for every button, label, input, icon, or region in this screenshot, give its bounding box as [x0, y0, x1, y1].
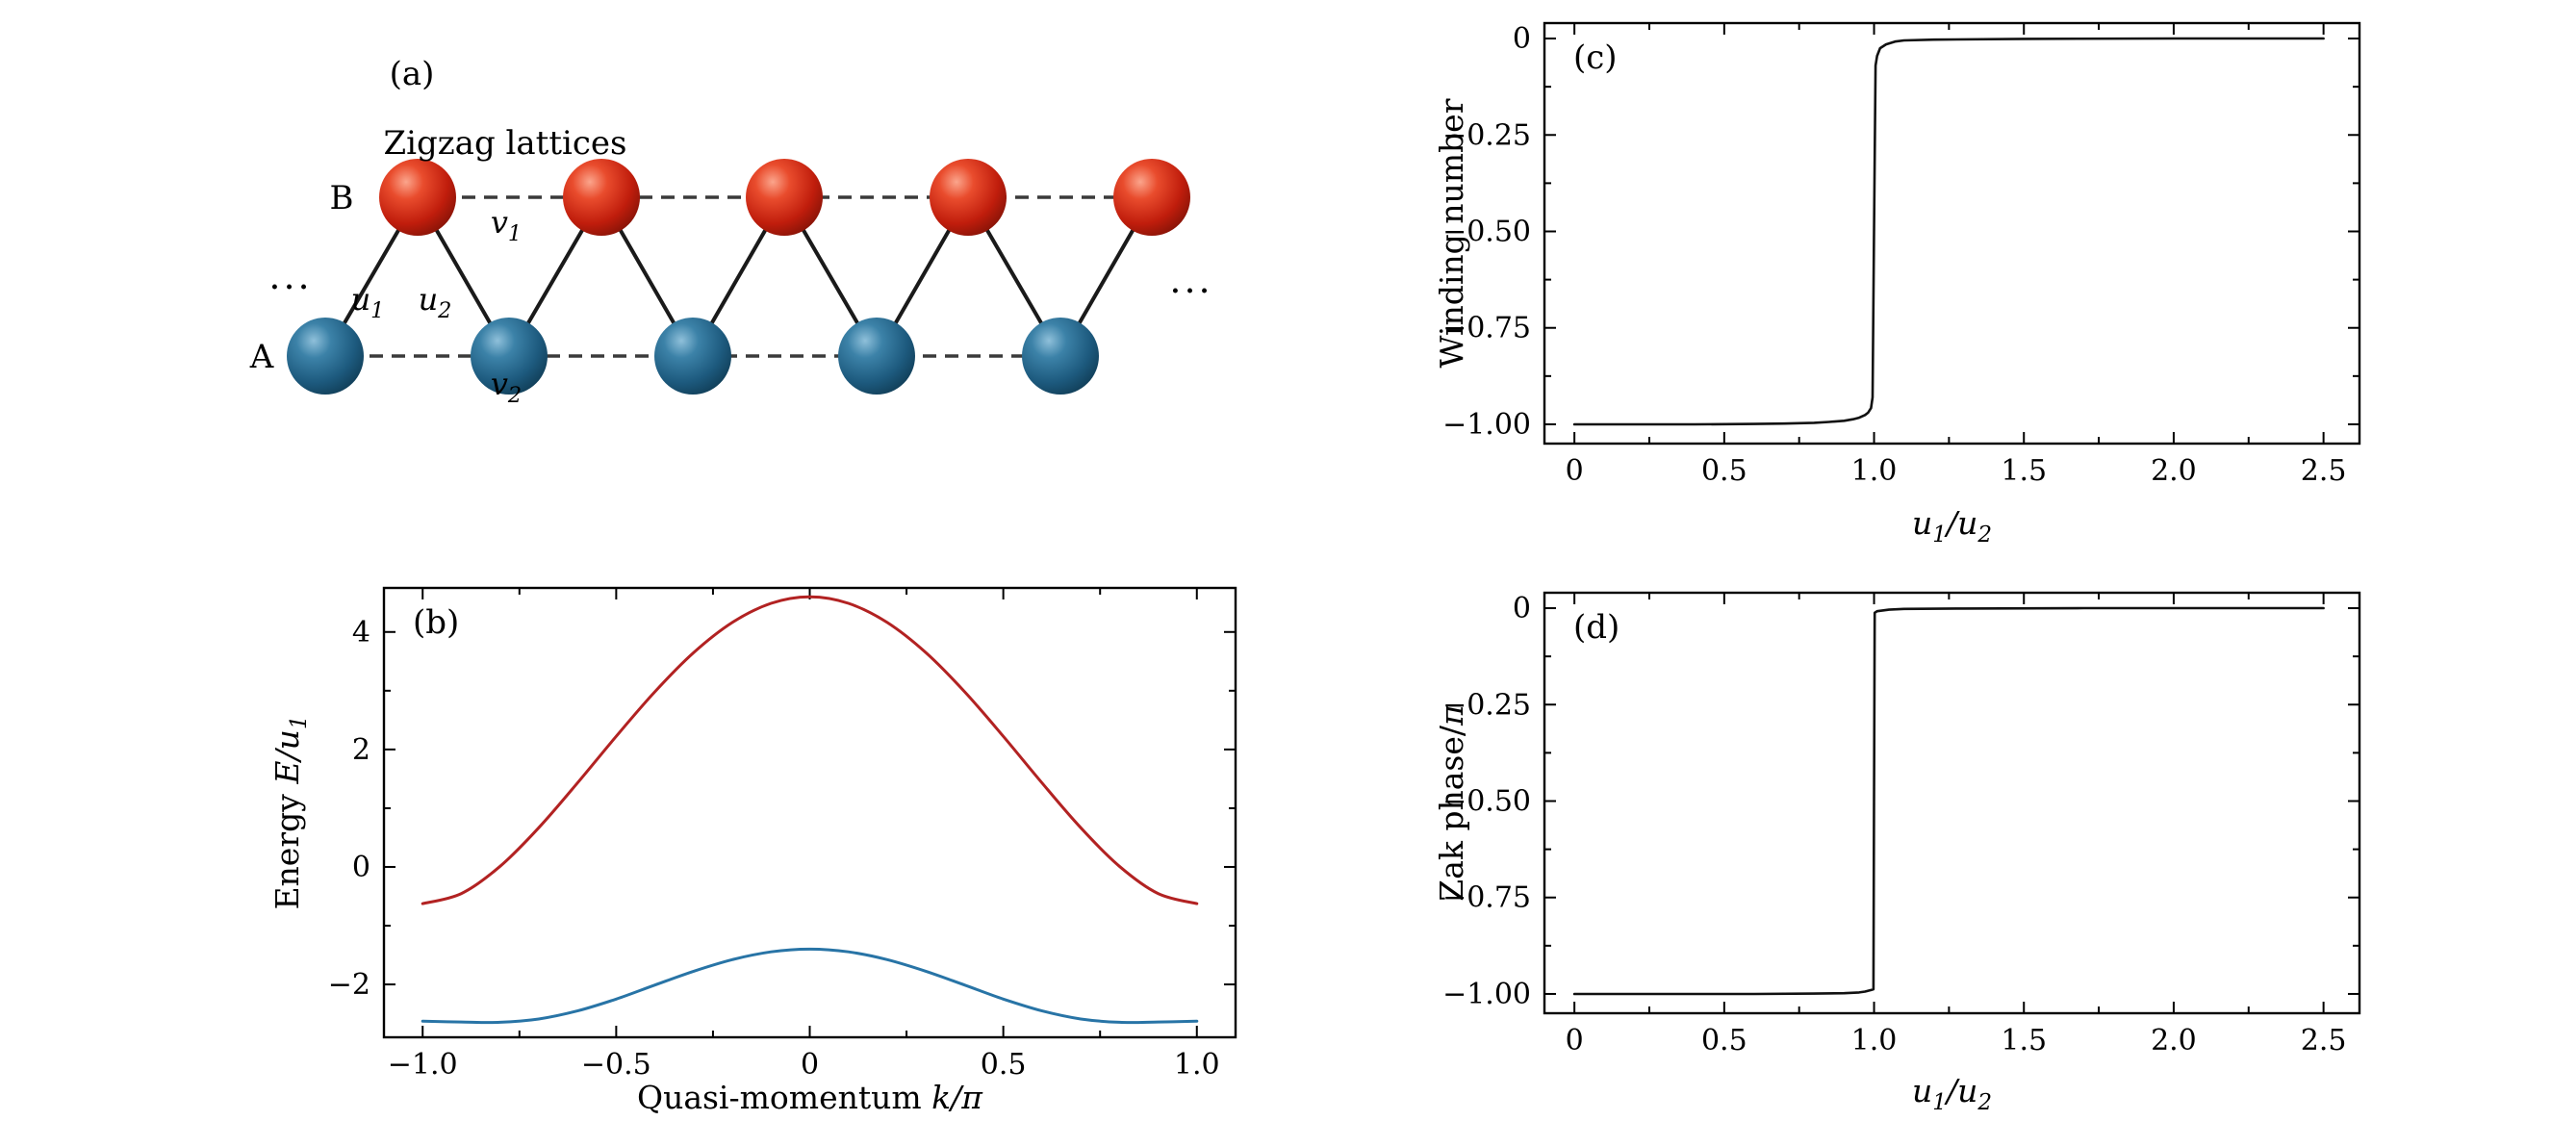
y-tick-label: −0.50 — [1442, 784, 1531, 818]
panel-label: (d) — [1573, 608, 1620, 647]
site-a-label: A — [249, 338, 274, 376]
y-tick-label: 0 — [1513, 592, 1531, 625]
ellipsis-left: ... — [268, 255, 312, 297]
zigzag-bonds — [323, 195, 1154, 358]
series-zak-phase — [1572, 606, 2325, 996]
x-tick-label: 0 — [1566, 1024, 1584, 1057]
tick-labels: 0 0.5 1.0 1.5 2.0 2.5 0 −0.25 −0.50 −0.75 −1.00 — [1442, 22, 2346, 488]
lattice-diagram: (a) Zigzag lattices B A ... ... u1 u2 v1… — [249, 55, 1212, 408]
y-tick-label: 0 — [352, 851, 370, 884]
site-a-sphere — [838, 318, 915, 395]
x-tick-label: 1.0 — [1174, 1048, 1220, 1082]
site-b-sphere — [1113, 159, 1190, 236]
x-tick-label: 2.5 — [2301, 1024, 2347, 1057]
tick-labels: 0 0.5 1.0 1.5 2.0 2.5 0 −0.25 −0.50 −0.75 −1.00 — [1442, 592, 2346, 1057]
y-axis-label: Zak phase/π — [1433, 703, 1470, 902]
y-tick-label: −0.75 — [1442, 312, 1531, 345]
y-axis-label: Energy E/u1 — [268, 715, 312, 909]
site-b-sphere — [379, 159, 456, 236]
x-tick-label: −0.5 — [581, 1048, 651, 1082]
x-axis-label: u1/u2 — [1912, 1072, 1992, 1115]
site-a-sphere — [1022, 318, 1099, 395]
y-tick-label: −0.50 — [1442, 215, 1531, 248]
x-axis-label: u1/u2 — [1912, 504, 1992, 548]
axis-ticks — [1544, 23, 2359, 444]
y-tick-label: −1.00 — [1442, 978, 1531, 1011]
axis-ticks — [384, 588, 1236, 1037]
panel-label: (b) — [413, 603, 459, 642]
series-lower-band — [421, 947, 1199, 1025]
plot-frame — [382, 586, 1237, 1039]
y-tick-label: −0.25 — [1442, 118, 1531, 152]
a-sublattice — [287, 318, 1099, 395]
site-b-sphere — [746, 159, 823, 236]
series-winding-number — [1572, 37, 2325, 426]
site-b-label: B — [330, 179, 354, 217]
y-tick-label: −0.25 — [1442, 688, 1531, 722]
x-tick-label: 2.0 — [2151, 1024, 2197, 1057]
panel-a-label: (a) — [390, 55, 435, 93]
site-b-sphere — [930, 159, 1007, 236]
bond-u1-label: u1 — [351, 281, 385, 323]
y-tick-label: −2 — [328, 968, 370, 1002]
plot-frame — [1543, 21, 2361, 446]
winding-number-chart: 0 0.5 1.0 1.5 2.0 2.5 0 −0.25 −0.50 −0.75 −1.00 u1/… — [1433, 21, 2361, 548]
panel-label: (c) — [1573, 38, 1618, 77]
x-tick-label: 0.5 — [981, 1048, 1027, 1082]
series-upper-band — [421, 595, 1199, 905]
x-tick-label: 0 — [1566, 454, 1584, 488]
site-a-sphere — [471, 318, 548, 395]
y-tick-label: 0 — [1513, 22, 1531, 56]
x-tick-label: 2.0 — [2151, 454, 2197, 488]
bond-v2-label: v2 — [491, 366, 522, 408]
x-tick-label: 0.5 — [1701, 454, 1747, 488]
bond-v1-label: v1 — [491, 204, 522, 246]
x-tick-label: 0 — [801, 1048, 819, 1082]
y-tick-label: 2 — [352, 733, 370, 767]
x-tick-label: 0.5 — [1701, 1024, 1747, 1057]
y-tick-label: −0.75 — [1442, 881, 1531, 915]
b-sublattice — [379, 159, 1190, 236]
site-b-sphere — [563, 159, 640, 236]
y-axis-label: Winding number — [1433, 98, 1470, 368]
ellipsis-right: ... — [1169, 259, 1212, 301]
plot-frame — [1543, 591, 2361, 1015]
y-tick-label: 4 — [352, 616, 370, 650]
x-axis-label: Quasi-momentum k/π — [637, 1079, 983, 1116]
y-tick-label: −1.00 — [1442, 408, 1531, 442]
x-tick-label: −1.0 — [388, 1048, 458, 1082]
tick-labels: −1.0 −0.5 0 0.5 1.0 −2 0 2 4 — [328, 616, 1220, 1082]
bond-u2-label: u2 — [419, 281, 452, 323]
lattice-title: Zigzag lattices — [384, 124, 627, 163]
zak-phase-chart: 0 0.5 1.0 1.5 2.0 2.5 0 −0.25 −0.50 −0.75 −1.00 u1/… — [1433, 591, 2361, 1115]
x-tick-label: 1.0 — [1851, 1024, 1898, 1057]
site-a-sphere — [654, 318, 731, 395]
band-structure-chart: −1.0 −0.5 0 0.5 1.0 −2 0 2 4 Quasi-momentum k/π En… — [268, 586, 1237, 1116]
x-tick-label: 1.5 — [2001, 454, 2047, 488]
x-tick-label: 1.5 — [2001, 1024, 2047, 1057]
site-a-sphere — [287, 318, 364, 395]
axis-ticks — [1544, 593, 2359, 1013]
x-tick-label: 2.5 — [2301, 454, 2347, 488]
x-tick-label: 1.0 — [1851, 454, 1898, 488]
